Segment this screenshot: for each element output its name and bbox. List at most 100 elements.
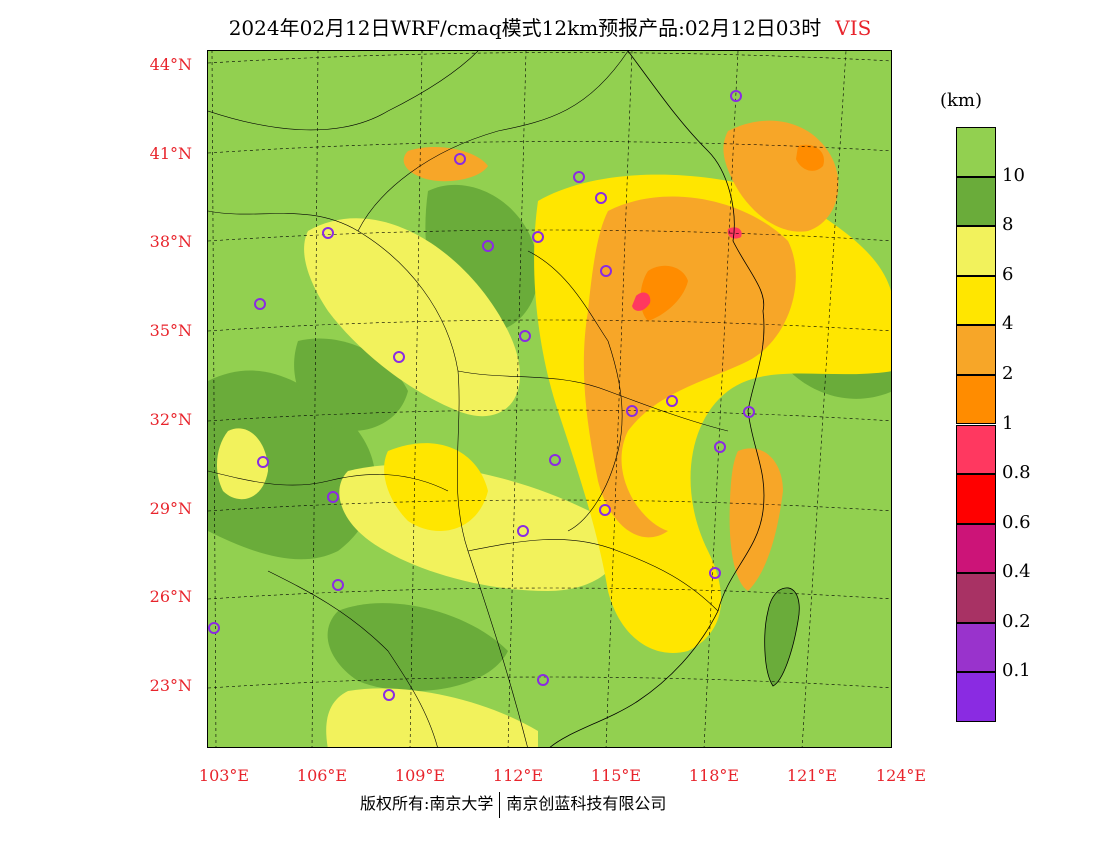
colorbar-segment [956,226,996,276]
station-marker [599,504,611,516]
colorbar-tick-label: 0.1 [1002,660,1031,682]
station-marker [332,579,344,591]
coastline [549,51,765,747]
station-marker [573,171,585,183]
station-marker [454,153,466,165]
region-light-yellow-south-coast [326,688,538,747]
graticule-lat-35 [208,319,891,332]
region-orange-coast [729,448,783,591]
station-marker [743,406,755,418]
colorbar-tick-label: 8 [1002,214,1014,236]
station-markers [208,90,755,701]
colorbar-segment [956,672,996,722]
colorbar-segment [956,474,996,524]
footer: 版权所有:南京大学 南京创蓝科技有限公司 [360,790,666,818]
colorbar-tick-label: 0.8 [1002,462,1031,484]
station-marker [327,491,339,503]
lon-label-103: 103°E [198,766,250,785]
province-boundary-3 [457,370,729,432]
province-boundary-6 [208,470,449,492]
graticule-lat-29 [208,499,891,512]
colorbar-tick-label: 2 [1002,362,1014,384]
region-yellow-sichuan [384,443,488,531]
lon-label-115: 115°E [590,766,642,785]
graticule-lat-38 [208,229,891,242]
colorbar-segment [956,622,996,673]
graticule-lat-32 [208,409,891,422]
colorbar-tick-label: 6 [1002,263,1014,285]
map-title: 2024年02月12日WRF/cmaq模式12km预报产品:02月12日03时 V… [0,12,1100,41]
lat-label-23: 23°N [149,676,192,695]
colorbar-segment [956,424,996,475]
colorbar-segment [956,275,996,326]
station-marker [626,405,638,417]
colorbar [956,127,996,722]
lat-label-44: 44°N [149,55,192,74]
lat-label-29: 29°N [149,499,192,518]
station-marker [208,622,220,634]
colorbar-segment [956,325,996,375]
national-border-north [208,51,479,131]
graticule-lon-115 [605,51,633,747]
region-orange-north-china [583,196,796,538]
lon-label-109: 109°E [394,766,446,785]
lat-label-32: 32°N [149,410,192,429]
lon-label-118: 118°E [688,766,740,785]
station-marker [383,689,395,701]
graticule-lat-44 [208,52,891,64]
variable-label: VIS [835,16,872,40]
province-boundary-5 [527,250,623,532]
province-boundary-4 [467,539,719,612]
lon-label-124: 124°E [875,766,927,785]
region-dark-orange-northeast [796,144,824,171]
colorbar-tick-label: 0.2 [1002,610,1031,632]
colorbar-tick-label: 10 [1002,164,1025,186]
colorbar-unit: (km) [940,90,983,111]
station-marker [393,351,405,363]
graticule-lon-112 [507,51,527,747]
colorbar-tick-label: 1 [1002,412,1014,434]
title-text: 2024年02月12日WRF/cmaq模式12km预报产品:02月12日03时 [228,16,822,40]
map-panel [207,50,892,748]
station-marker [482,240,494,252]
station-marker [519,330,531,342]
station-marker [322,227,334,239]
graticule-lon-109 [409,51,423,747]
colorbar-segment [956,374,996,425]
station-marker [600,265,612,277]
station-marker [595,192,607,204]
station-marker [666,395,678,407]
colorbar-tick-label: 0.4 [1002,561,1031,583]
colorbar-tick-label: 4 [1002,313,1014,335]
graticule-lat-26 [208,587,891,600]
graticule-lat-41 [208,141,891,154]
region-dark-green-south [327,603,508,691]
colorbar-tick-label: 0.6 [1002,511,1031,533]
graticule-lon-118 [703,51,739,747]
station-marker [257,456,269,468]
station-marker [549,454,561,466]
colorbar-segment [956,176,996,227]
graticule-lon-106 [311,51,319,747]
lat-label-41: 41°N [149,144,192,163]
visibility-map [208,51,891,747]
station-marker [714,441,726,453]
region-dark-orange-shandong [640,265,688,321]
province-boundary-2 [357,51,629,232]
province-boundary-7 [267,570,438,747]
region-light-yellow-north [304,218,520,417]
lon-label-112: 112°E [492,766,544,785]
region-red-hotspot-coast [727,227,742,239]
station-marker [730,90,742,102]
station-marker [517,525,529,537]
colorbar-segment [956,523,996,574]
lat-label-38: 38°N [149,232,192,251]
lat-label-35: 35°N [149,321,192,340]
colorbar-segment [956,127,996,177]
footer-separator [499,791,501,818]
graticule-lon-121 [801,51,847,747]
station-marker [537,674,549,686]
colorbar-segment [956,573,996,623]
lat-label-26: 26°N [149,587,192,606]
station-marker [254,298,266,310]
